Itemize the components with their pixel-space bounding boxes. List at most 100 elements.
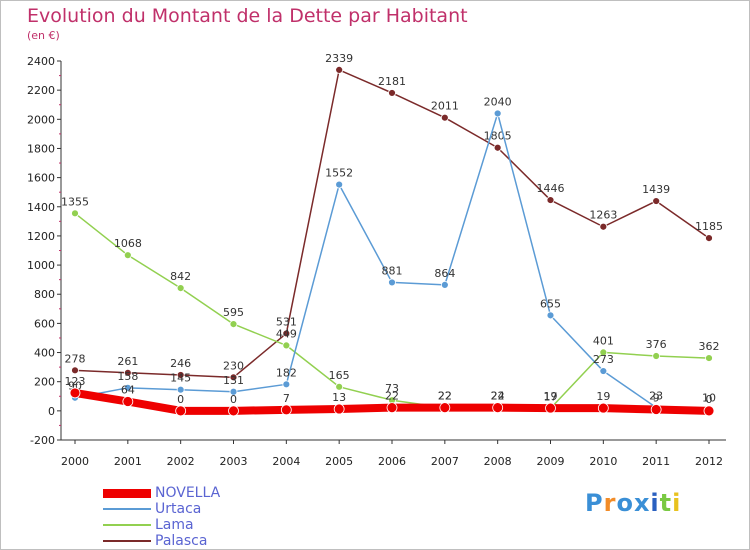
y-tick-label: 2200	[27, 84, 55, 97]
data-label: 531	[276, 315, 297, 328]
data-label: 24	[491, 389, 505, 402]
data-point	[546, 196, 555, 204]
y-tick-label: 1600	[27, 172, 55, 185]
data-point	[335, 180, 344, 189]
data-point	[176, 284, 185, 293]
y-tick-label: 0	[48, 405, 55, 418]
y-tick-label: 800	[34, 288, 55, 301]
legend-label: NOVELLA	[155, 485, 221, 501]
data-label: 1805	[484, 130, 512, 143]
data-label: 449	[276, 327, 297, 340]
data-point	[599, 222, 608, 231]
logo-letter: t	[659, 489, 673, 517]
legend-swatch	[103, 508, 151, 510]
data-point	[492, 402, 504, 414]
data-point	[282, 341, 291, 350]
data-point	[493, 143, 502, 152]
y-tick-label: 2000	[27, 113, 55, 126]
data-point	[175, 405, 187, 417]
legend-label: Urtaca	[155, 501, 202, 517]
data-point	[71, 366, 79, 375]
chart-subtitle: (en €)	[27, 29, 60, 42]
y-tick-label: 1400	[27, 201, 55, 214]
data-label: 22	[438, 390, 452, 403]
data-label: 2181	[378, 75, 406, 88]
data-label: 2040	[484, 95, 512, 108]
x-tick-label: 2005	[325, 455, 353, 468]
legend-label: Palasca	[155, 533, 208, 549]
data-label: 261	[117, 355, 138, 368]
data-label: 17	[544, 390, 558, 403]
data-label: 19	[544, 390, 558, 403]
data-label: 1355	[61, 195, 89, 208]
data-label: 1185	[695, 220, 723, 233]
data-label: 1552	[325, 167, 353, 180]
legend-label: Lama	[155, 517, 194, 533]
y-tick-label: 1800	[27, 142, 55, 155]
data-label: 595	[223, 306, 244, 319]
legend-swatch	[103, 540, 151, 542]
legend-item: NOVELLA	[103, 485, 220, 501]
data-label: 230	[223, 359, 244, 372]
data-point	[439, 402, 451, 414]
y-tick-label: 600	[34, 317, 55, 330]
proxiti-logo: Proxiti	[585, 489, 681, 517]
data-label: 401	[593, 334, 614, 347]
data-point	[229, 320, 238, 329]
chart-title: Evolution du Montant de la Dette par Hab…	[27, 5, 468, 27]
legend-item: Lama	[103, 517, 220, 533]
data-point	[599, 348, 608, 357]
data-label: 64	[121, 384, 135, 397]
x-tick-label: 2000	[61, 455, 89, 468]
data-point	[280, 404, 292, 416]
x-tick-label: 2003	[220, 455, 248, 468]
legend-swatch	[103, 524, 151, 526]
data-label: 7	[283, 392, 290, 405]
data-label: 2011	[431, 100, 459, 113]
data-label: 2339	[325, 52, 353, 65]
x-tick-label: 2012	[695, 455, 723, 468]
logo-letter: o	[616, 489, 634, 517]
x-tick-label: 2010	[589, 455, 617, 468]
data-point	[71, 209, 79, 218]
logo-letter: i	[672, 489, 682, 517]
data-point	[388, 89, 396, 97]
x-tick-label: 2007	[431, 455, 459, 468]
data-label: 0	[230, 393, 237, 406]
data-label: 1446	[537, 182, 565, 195]
data-point	[123, 383, 132, 392]
x-tick-label: 2011	[642, 455, 670, 468]
data-point	[228, 405, 239, 417]
x-tick-label: 2002	[167, 455, 195, 468]
data-label: 182	[276, 366, 297, 379]
data-label: 273	[593, 353, 614, 366]
legend-swatch	[103, 488, 151, 498]
data-label: 0	[706, 393, 713, 406]
x-tick-label: 2001	[114, 455, 142, 468]
data-point	[652, 352, 661, 360]
data-point	[176, 385, 185, 394]
x-tick-label: 2009	[537, 455, 565, 468]
data-label: 158	[117, 370, 138, 383]
data-label: 123	[65, 375, 86, 388]
data-label: 165	[329, 369, 350, 382]
data-point	[282, 380, 291, 389]
data-point	[386, 402, 398, 414]
data-label: 22	[491, 390, 505, 403]
data-label: 145	[170, 372, 191, 385]
data-label: 0	[177, 393, 184, 406]
data-label: 278	[65, 352, 86, 365]
y-tick-label: 1200	[27, 230, 55, 243]
data-point	[123, 368, 132, 377]
data-label: 13	[332, 391, 346, 404]
data-point	[388, 278, 396, 287]
data-label: 842	[170, 270, 191, 283]
data-point	[546, 311, 555, 320]
data-point	[176, 371, 185, 379]
data-point	[440, 113, 449, 122]
data-point	[282, 329, 291, 338]
data-point	[703, 405, 715, 417]
legend-item: Palasca	[103, 533, 220, 549]
